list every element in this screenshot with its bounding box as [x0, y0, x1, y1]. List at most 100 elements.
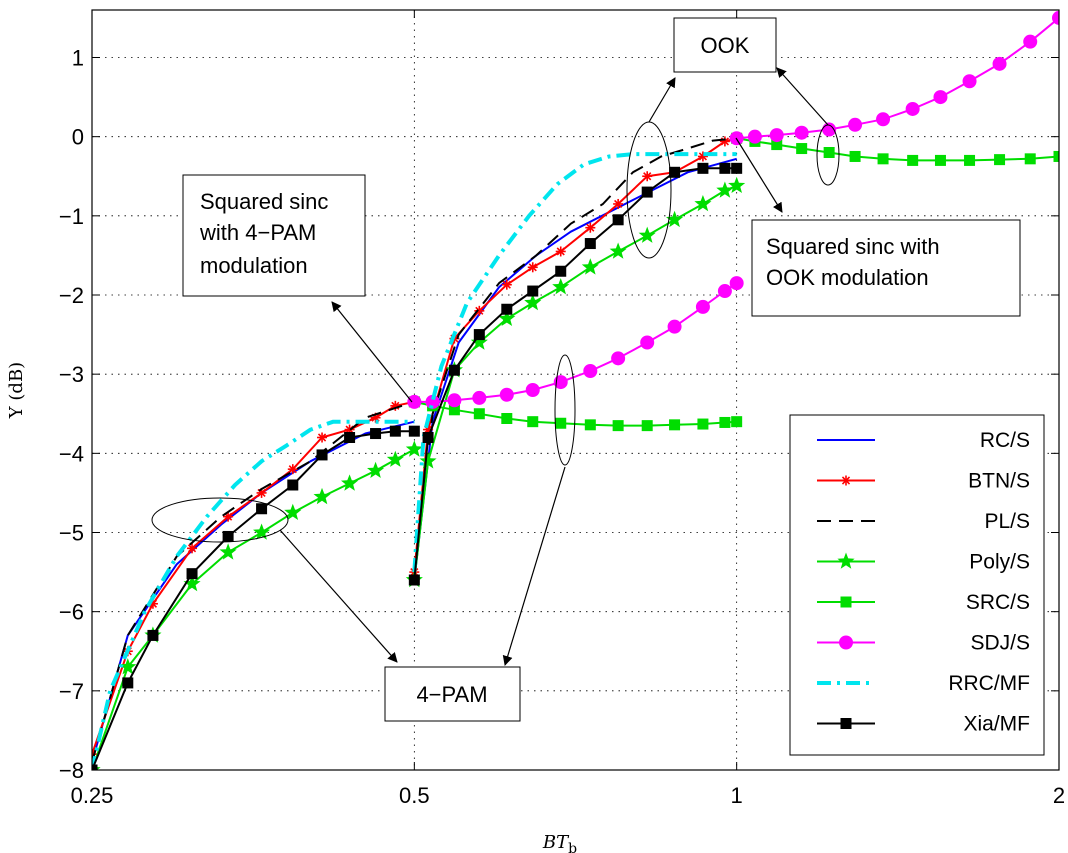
- data-point: [317, 432, 328, 443]
- data-point: [771, 139, 783, 151]
- data-point: [473, 408, 485, 420]
- data-point: [419, 452, 437, 469]
- data-point: [609, 242, 627, 259]
- data-point: [448, 404, 460, 416]
- data-point: [313, 487, 331, 505]
- legend-label: SRC/S: [966, 591, 1030, 614]
- series-line: [412, 152, 737, 573]
- data-point: [389, 425, 401, 437]
- data-point: [719, 136, 730, 147]
- ellipse-pam-upper: [554, 354, 576, 466]
- data-point: [525, 383, 540, 397]
- legend-item: RC/S: [817, 429, 1030, 452]
- data-point: [1053, 150, 1059, 162]
- series-line: [92, 420, 415, 763]
- data-point: [186, 568, 198, 580]
- legend-item: PL/S: [817, 510, 1030, 533]
- arrow-sinc-pam: [331, 301, 413, 403]
- svg-text:Squared sinc with: Squared sinc with: [766, 234, 940, 259]
- data-point: [472, 390, 487, 405]
- arrow-pam-upper: [502, 466, 566, 666]
- data-point: [837, 552, 855, 569]
- data-point: [187, 543, 198, 554]
- svg-text:4−PAM: 4−PAM: [416, 682, 487, 707]
- annotation-arrows: [279, 67, 829, 666]
- data-point: [501, 413, 513, 424]
- svg-text:with 4−PAM: with 4−PAM: [199, 220, 316, 245]
- data-point: [555, 417, 567, 429]
- data-point: [694, 195, 712, 212]
- data-point: [405, 440, 423, 457]
- data-point: [470, 333, 488, 350]
- data-point: [697, 418, 709, 430]
- data-point: [119, 658, 137, 675]
- data-point: [731, 162, 743, 174]
- data-point: [527, 416, 539, 428]
- data-point: [341, 474, 359, 491]
- y-tick-label: −3: [59, 362, 84, 387]
- data-point: [284, 503, 302, 520]
- annotation-4pam: 4−PAM: [384, 666, 521, 722]
- data-point: [122, 677, 134, 689]
- data-point: [611, 351, 626, 366]
- data-point: [183, 575, 201, 592]
- data-point: [769, 128, 784, 143]
- data-point: [669, 419, 681, 431]
- data-point: [474, 305, 485, 316]
- series-line: [92, 400, 415, 763]
- data-point: [848, 117, 863, 132]
- data-point: [552, 278, 570, 295]
- data-point: [719, 162, 731, 174]
- data-point: [992, 56, 1007, 71]
- data-point: [287, 479, 299, 491]
- data-point: [344, 432, 356, 443]
- data-point: [641, 420, 653, 432]
- data-point: [253, 523, 271, 540]
- arrow-ook-upper: [776, 67, 829, 126]
- data-point: [367, 461, 385, 478]
- data-point: [823, 147, 835, 158]
- data-point: [794, 125, 809, 140]
- data-point: [584, 419, 596, 431]
- y-tick-label: 1: [72, 46, 84, 71]
- data-point: [716, 181, 734, 198]
- data-point: [501, 303, 513, 315]
- legend-label: Poly/S: [969, 551, 1030, 574]
- data-point: [581, 258, 599, 275]
- data-point: [316, 449, 328, 461]
- x-tick-label: 0.5: [399, 783, 430, 808]
- legend-item: SDJ/S: [817, 632, 1030, 655]
- data-point: [256, 503, 268, 515]
- data-point: [697, 162, 709, 174]
- y-tick-label: 0: [72, 125, 84, 150]
- data-point: [731, 416, 743, 428]
- data-point: [498, 309, 516, 326]
- data-point: [1023, 34, 1038, 49]
- data-point: [840, 718, 852, 729]
- legend-item: Poly/S: [817, 551, 1030, 574]
- data-point: [841, 475, 851, 486]
- series-sdj-s: [407, 10, 1059, 409]
- y-tick-label: −2: [59, 283, 84, 308]
- data-point: [370, 428, 382, 440]
- data-point: [717, 284, 732, 299]
- legend-label: BTN/S: [968, 470, 1030, 493]
- data-point: [407, 394, 422, 409]
- data-point: [473, 329, 485, 341]
- data-point: [729, 276, 744, 291]
- data-point: [907, 154, 919, 166]
- data-point: [638, 226, 656, 243]
- series-layer: [92, 10, 1059, 770]
- x-tick-label: 2: [1053, 783, 1065, 808]
- data-point: [612, 420, 624, 432]
- series-line: [92, 419, 415, 770]
- data-point: [222, 530, 234, 542]
- data-point: [669, 166, 681, 178]
- y-tick-label: −8: [59, 758, 84, 783]
- data-point: [934, 154, 946, 166]
- data-point: [962, 74, 977, 89]
- legend-item: SRC/S: [817, 591, 1030, 614]
- data-point: [287, 464, 298, 475]
- data-point: [555, 265, 567, 277]
- annotation-ook: OOK: [673, 17, 777, 73]
